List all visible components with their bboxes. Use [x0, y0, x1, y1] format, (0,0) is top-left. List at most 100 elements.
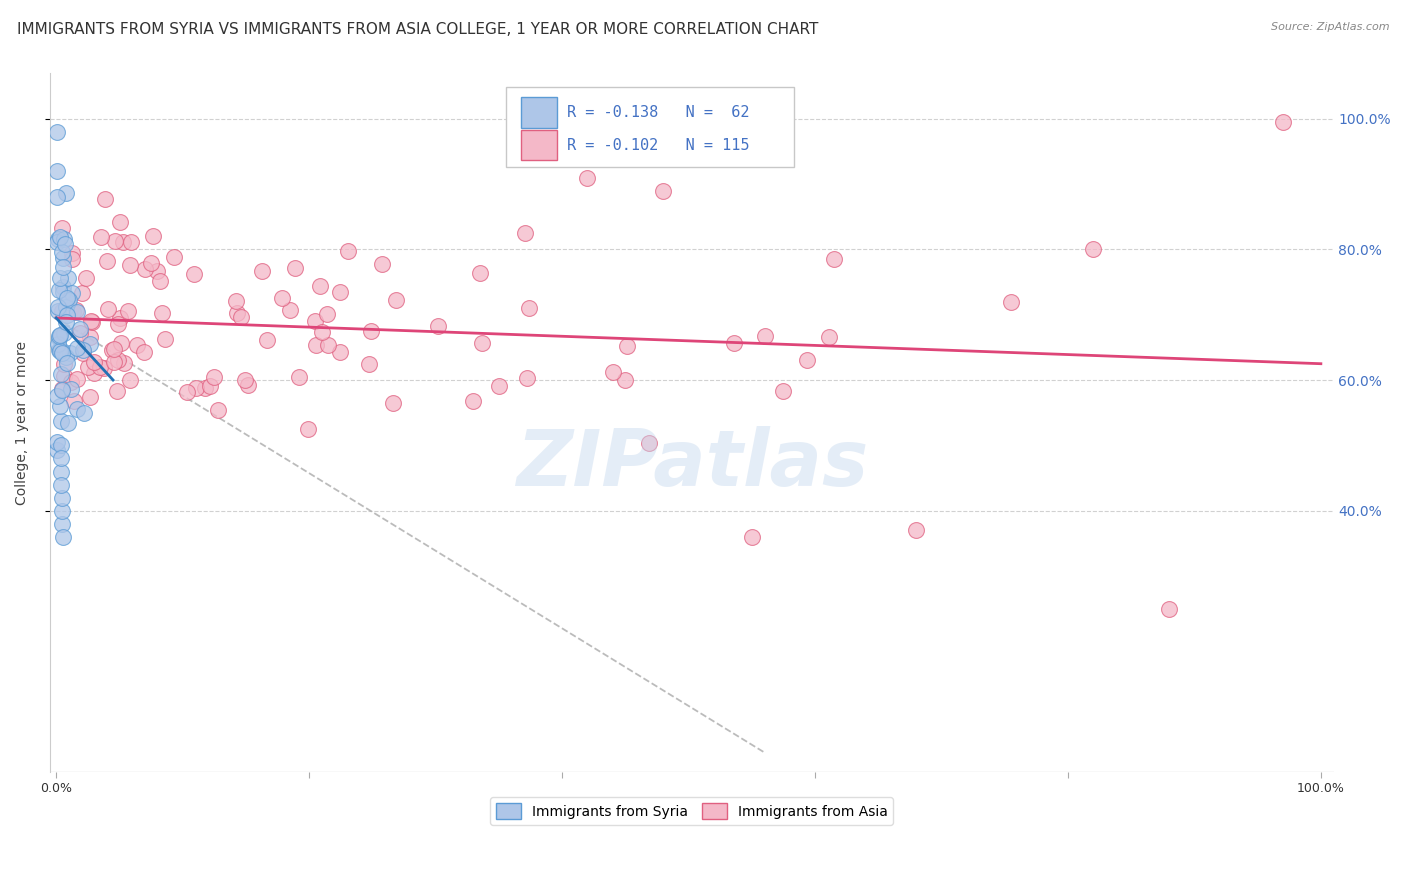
Point	[111, 235, 134, 250]
Point	[202, 369, 225, 384]
Point	[46, 235, 69, 249]
Point	[117, 303, 139, 318]
Point	[382, 396, 405, 410]
Point	[120, 373, 142, 387]
Point	[796, 353, 818, 368]
Point	[66, 401, 89, 416]
Point	[79, 337, 101, 351]
Point	[723, 335, 745, 350]
Point	[46, 300, 69, 314]
Point	[488, 378, 510, 392]
Text: R = -0.102   N = 115: R = -0.102 N = 115	[567, 137, 749, 153]
Point	[616, 339, 638, 353]
Point	[48, 331, 70, 345]
Point	[103, 342, 125, 356]
Point	[79, 330, 101, 344]
Point	[461, 394, 484, 409]
Point	[51, 244, 73, 259]
Point	[58, 293, 80, 307]
Point	[48, 304, 70, 318]
Text: R = -0.138   N =  62: R = -0.138 N = 62	[567, 105, 749, 120]
Point	[110, 335, 132, 350]
Point	[94, 192, 117, 206]
Point	[271, 291, 294, 305]
Point	[112, 356, 135, 370]
Point	[256, 333, 278, 347]
Point	[69, 322, 91, 336]
Point	[297, 422, 319, 436]
Text: Source: ZipAtlas.com: Source: ZipAtlas.com	[1271, 22, 1389, 32]
Point	[48, 283, 70, 297]
FancyBboxPatch shape	[506, 87, 794, 168]
Point	[49, 465, 72, 479]
Point	[55, 186, 77, 200]
Point	[46, 231, 69, 245]
FancyBboxPatch shape	[522, 97, 557, 128]
Point	[63, 394, 86, 409]
Point	[194, 381, 217, 395]
Point	[1271, 115, 1294, 129]
Point	[46, 389, 69, 403]
Point	[59, 302, 82, 317]
Point	[51, 221, 73, 235]
Point	[51, 304, 73, 318]
Point	[49, 328, 72, 343]
Point	[426, 319, 449, 334]
Point	[53, 232, 76, 246]
Legend: Immigrants from Syria, Immigrants from Asia: Immigrants from Syria, Immigrants from A…	[491, 797, 893, 824]
Point	[46, 434, 69, 449]
Point	[49, 477, 72, 491]
Point	[104, 234, 127, 248]
Point	[905, 524, 928, 538]
Point	[385, 293, 408, 307]
Point	[231, 310, 253, 324]
Point	[51, 382, 73, 396]
Point	[83, 366, 105, 380]
Point	[72, 343, 94, 357]
Point	[49, 399, 72, 413]
Point	[304, 338, 326, 352]
Point	[576, 170, 599, 185]
Point	[772, 384, 794, 398]
Point	[51, 516, 73, 531]
Point	[233, 373, 256, 387]
Point	[89, 359, 111, 374]
Point	[51, 346, 73, 360]
Point	[56, 356, 79, 370]
Point	[741, 530, 763, 544]
Point	[278, 303, 301, 318]
Point	[51, 343, 73, 357]
Point	[471, 335, 494, 350]
Point	[58, 346, 80, 360]
Point	[824, 252, 846, 267]
Point	[56, 295, 79, 310]
Point	[79, 390, 101, 404]
Point	[83, 355, 105, 369]
Point	[66, 305, 89, 319]
Point	[357, 357, 380, 371]
Point	[76, 359, 98, 374]
Point	[1083, 243, 1105, 257]
Point	[602, 365, 624, 379]
Point	[120, 235, 142, 249]
Point	[52, 280, 75, 294]
Point	[148, 274, 170, 288]
Point	[48, 343, 70, 358]
Point	[517, 301, 540, 315]
Point	[118, 258, 141, 272]
Point	[65, 303, 87, 318]
Point	[207, 403, 229, 417]
Point	[90, 230, 112, 244]
Point	[329, 344, 352, 359]
Point	[613, 373, 636, 387]
Point	[55, 315, 77, 329]
Text: ZIPatlas: ZIPatlas	[516, 426, 868, 502]
Point	[49, 438, 72, 452]
Point	[652, 184, 675, 198]
Point	[60, 245, 83, 260]
Point	[288, 369, 311, 384]
Point	[236, 377, 259, 392]
Point	[51, 414, 73, 428]
Point	[468, 266, 491, 280]
Point	[51, 383, 73, 397]
